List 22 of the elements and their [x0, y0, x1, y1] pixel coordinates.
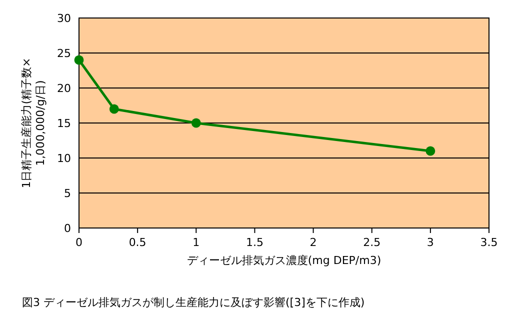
- x-tick-label: 2.5: [363, 236, 381, 249]
- y-tick-label: 30: [57, 12, 71, 25]
- y-tick-label: 10: [57, 152, 71, 165]
- y-tick-label: 15: [57, 117, 71, 130]
- caption: 図3 ディーゼル排気ガスが制し生産能力に及ぼす影響([3]を下に作成): [22, 296, 365, 309]
- x-tick-label: 2: [310, 236, 317, 249]
- x-tick-label: 3.5: [480, 236, 498, 249]
- point: [74, 55, 84, 65]
- y-tick-label: 20: [57, 82, 71, 95]
- x-tick-label: 0.5: [128, 236, 146, 249]
- point: [109, 104, 119, 114]
- point: [191, 118, 201, 128]
- x-tick-label: 1.5: [246, 236, 264, 249]
- y-axis-title: 1日精子生産能力(精子数×1,000,000/g/日): [20, 58, 47, 188]
- y-tick-label: 0: [64, 222, 71, 235]
- y-tick-label: 5: [64, 187, 71, 200]
- x-tick-label: 0: [76, 236, 82, 249]
- y-tick-label: 25: [57, 47, 71, 60]
- x-axis-title: ディーゼル排気ガス濃度(mg DEP/m3): [186, 254, 382, 267]
- x-tick-label: 1: [192, 236, 200, 249]
- x-tick-label: 3: [426, 236, 434, 249]
- point: [426, 146, 436, 156]
